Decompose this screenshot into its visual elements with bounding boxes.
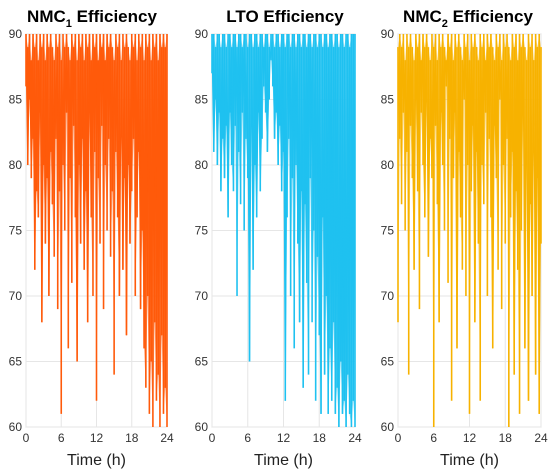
y-tick-label: 65 [9, 355, 23, 369]
y-tick-label: 80 [381, 158, 395, 172]
series-line [397, 33, 542, 414]
chart-panel-1: 60 65 70 75 80 85 90 0 6 12 18 24 Time (h) NMC1 Effic… [9, 7, 174, 469]
x-tick-label: 18 [125, 431, 139, 445]
x-tick-label: 18 [499, 431, 513, 445]
x-axis-label: Time (h) [67, 452, 126, 469]
chart-panel-2: 60 65 70 75 80 85 90 0 6 12 18 24 Time (h) LTO Effici… [195, 7, 362, 469]
y-tick-label: 70 [195, 289, 209, 303]
chart-title-subscript: 1 [66, 18, 72, 30]
chart-title-rest: Efficiency [448, 7, 534, 26]
y-tick-label: 70 [381, 289, 395, 303]
chart-title-subscript: 2 [442, 18, 448, 30]
y-tick-label: 60 [195, 420, 209, 434]
x-tick-label: 24 [534, 431, 548, 445]
chart-title: NMC2 Efficiency [403, 7, 533, 30]
y-tick-label: 85 [381, 93, 395, 107]
y-tick-label: 90 [9, 27, 23, 41]
chart-title-main: NMC [403, 7, 442, 26]
x-tick-label: 0 [209, 431, 216, 445]
y-tick-label: 65 [381, 355, 395, 369]
y-tick-label: 65 [195, 355, 209, 369]
x-tick-label: 6 [430, 431, 437, 445]
chart-title-main: LTO Efficiency [226, 7, 344, 26]
y-tick-label: 85 [195, 93, 209, 107]
y-tick-label: 75 [195, 224, 209, 238]
x-tick-label: 6 [58, 431, 65, 445]
x-tick-label: 0 [23, 431, 30, 445]
series-3-1 [397, 33, 542, 427]
series-line [25, 33, 168, 388]
x-axis-label: Time (h) [254, 452, 313, 469]
series-line [211, 33, 356, 428]
x-axis-label: Time (h) [440, 452, 499, 469]
x-tick-label: 18 [313, 431, 327, 445]
x-tick-label: 0 [395, 431, 402, 445]
x-tick-label: 24 [160, 431, 174, 445]
x-tick-label: 6 [244, 431, 251, 445]
series-1-1 [25, 33, 168, 427]
y-tick-label: 75 [381, 224, 395, 238]
y-tick-label: 70 [9, 289, 23, 303]
y-tick-label: 85 [9, 93, 23, 107]
x-tick-label: 12 [90, 431, 104, 445]
series-2-1 [211, 33, 356, 428]
chart-panel-3: 60 65 70 75 80 85 90 0 6 12 18 24 Time (h) NMC2 Effic… [381, 7, 548, 469]
y-tick-label: 90 [381, 27, 395, 41]
y-tick-label: 75 [9, 224, 23, 238]
y-tick-label: 80 [195, 158, 209, 172]
y-tick-label: 60 [381, 420, 395, 434]
x-tick-label: 12 [463, 431, 477, 445]
x-tick-label: 24 [348, 431, 362, 445]
x-tick-label: 12 [277, 431, 291, 445]
y-tick-label: 60 [9, 420, 23, 434]
chart-title-rest: Efficiency [72, 7, 158, 26]
y-tick-label: 90 [195, 27, 209, 41]
y-tick-label: 80 [9, 158, 23, 172]
chart-title-main: NMC [27, 7, 66, 26]
chart-title: NMC1 Efficiency [27, 7, 157, 30]
chart-title: LTO Efficiency [226, 7, 344, 26]
